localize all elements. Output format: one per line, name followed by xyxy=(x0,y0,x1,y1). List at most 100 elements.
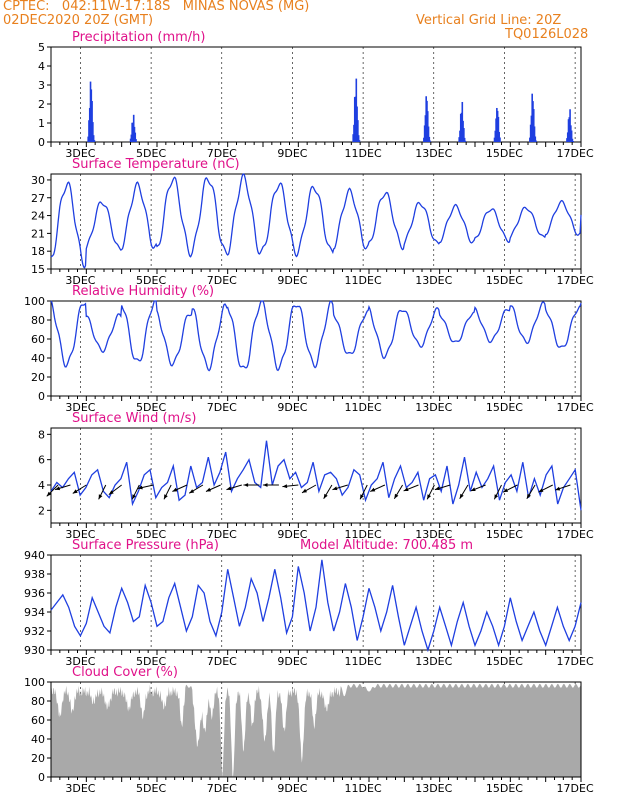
wind-arrow-head xyxy=(470,487,476,491)
y-tick-label: 3 xyxy=(38,79,45,92)
precip-bar xyxy=(570,130,573,142)
x-tick-label: 7DEC xyxy=(207,401,237,414)
panel-title: Surface Pressure (hPa) xyxy=(72,538,219,553)
wind-arrow-head xyxy=(189,489,195,494)
x-tick-label: 17DEC xyxy=(557,655,594,668)
panel-title: Cloud Cover (%) xyxy=(72,665,178,680)
wind-arrow-head xyxy=(394,493,399,499)
y-tick-label: 2 xyxy=(38,98,45,111)
precip-bar xyxy=(358,140,361,142)
x-tick-label: 9DEC xyxy=(277,274,307,287)
y-tick-label: 60 xyxy=(31,714,45,727)
x-tick-label: 3DEC xyxy=(65,655,95,668)
panel-frame xyxy=(50,300,582,397)
header-grid-line: Vertical Grid Line: 20Z xyxy=(416,13,562,28)
y-tick-label: 936 xyxy=(24,587,45,600)
x-tick-label: 15DEC xyxy=(486,401,523,414)
wind-arrow-head xyxy=(526,493,531,499)
wind-arrow-head xyxy=(332,486,338,491)
header-location: CPTEC: 042:11W-17:18S MINAS NOVAS (MG) xyxy=(3,0,310,14)
wind-arrow-head xyxy=(555,486,561,491)
x-tick-label: 17DEC xyxy=(557,147,594,160)
precip-bar xyxy=(134,132,137,142)
precip-bar xyxy=(135,139,137,142)
x-tick-label: 11DEC xyxy=(345,528,382,541)
panel-frame xyxy=(50,173,582,270)
wind-arrow-head xyxy=(132,494,136,500)
wind-arrow-head xyxy=(55,486,61,491)
x-tick-label: 9DEC xyxy=(277,147,307,160)
y-tick-label: 4 xyxy=(38,479,45,492)
header-code: TQ0126L028 xyxy=(505,27,589,42)
x-tick-label: 17DEC xyxy=(557,401,594,414)
y-tick-label: 100 xyxy=(24,676,45,689)
y-tick-label: 934 xyxy=(24,606,45,619)
y-tick-label: 930 xyxy=(24,644,45,657)
x-tick-label: 5DEC xyxy=(136,147,166,160)
wind-arrow-head xyxy=(243,483,249,487)
precip-bar xyxy=(357,135,360,142)
wind-arrow-head xyxy=(503,488,509,493)
precip-bar xyxy=(534,136,537,142)
x-tick-label: 9DEC xyxy=(277,401,307,414)
panel-title: Precipitation (mm/h) xyxy=(72,30,205,45)
x-tick-label: 5DEC xyxy=(136,655,166,668)
y-tick-label: 940 xyxy=(24,549,45,562)
x-tick-label: 5DEC xyxy=(136,274,166,287)
y-tick-label: 2 xyxy=(38,504,45,517)
x-tick-label: 9DEC xyxy=(277,655,307,668)
wind-arrow-head xyxy=(459,493,464,499)
y-tick-label: 27 xyxy=(31,192,45,205)
x-tick-label: 11DEC xyxy=(345,401,382,414)
precip-bar xyxy=(428,136,431,142)
wind-series-line xyxy=(50,440,582,511)
x-tick-label: 7DEC xyxy=(207,147,237,160)
y-tick-label: 60 xyxy=(31,333,45,346)
precip-bar xyxy=(357,120,359,142)
precip-bar xyxy=(463,128,465,142)
x-tick-label: 13DEC xyxy=(415,528,452,541)
y-tick-label: 0 xyxy=(38,771,45,784)
x-tick-label: 3DEC xyxy=(65,528,95,541)
x-tick-label: 11DEC xyxy=(345,782,382,795)
precip-bar xyxy=(535,140,537,142)
cloud-cover-area xyxy=(51,683,581,777)
x-tick-label: 17DEC xyxy=(557,528,594,541)
wind-arrow-head xyxy=(72,489,78,494)
x-tick-label: 3DEC xyxy=(65,274,95,287)
wind-arrow-head xyxy=(282,484,288,489)
precip-bar xyxy=(93,140,96,142)
y-tick-label: 0 xyxy=(38,390,45,403)
x-tick-label: 13DEC xyxy=(415,782,452,795)
wind-arrow-head xyxy=(434,486,440,491)
x-tick-label: 11DEC xyxy=(345,147,382,160)
precip-bar xyxy=(499,137,501,142)
x-tick-label: 9DEC xyxy=(277,782,307,795)
panel-title: Relative Humidity (%) xyxy=(72,284,214,299)
precip-bar xyxy=(571,138,574,142)
wind-arrow-head xyxy=(360,494,364,500)
precip-bar xyxy=(498,131,500,142)
precip-bar xyxy=(92,122,94,142)
x-tick-label: 5DEC xyxy=(136,528,166,541)
rh-series-line xyxy=(50,300,582,372)
wind-arrow-head xyxy=(494,494,499,500)
wind-arrow-head xyxy=(262,483,268,487)
wind-arrow-head xyxy=(538,488,544,493)
x-tick-label: 11DEC xyxy=(345,655,382,668)
wind-arrow-head xyxy=(205,487,211,492)
x-tick-label: 7DEC xyxy=(207,782,237,795)
y-tick-label: 18 xyxy=(31,245,45,258)
panel-frame xyxy=(50,681,582,778)
precip-bar xyxy=(533,126,536,142)
y-tick-label: 24 xyxy=(31,210,45,223)
x-tick-label: 7DEC xyxy=(207,655,237,668)
x-tick-label: 5DEC xyxy=(136,782,166,795)
wind-arrow-head xyxy=(163,494,168,500)
x-tick-label: 5DEC xyxy=(136,401,166,414)
panel-title: Surface Wind (m/s) xyxy=(72,411,196,426)
precip-bar xyxy=(92,135,95,142)
precip-bar xyxy=(429,140,431,142)
wind-arrow-head xyxy=(172,487,178,492)
y-tick-label: 15 xyxy=(31,263,45,276)
